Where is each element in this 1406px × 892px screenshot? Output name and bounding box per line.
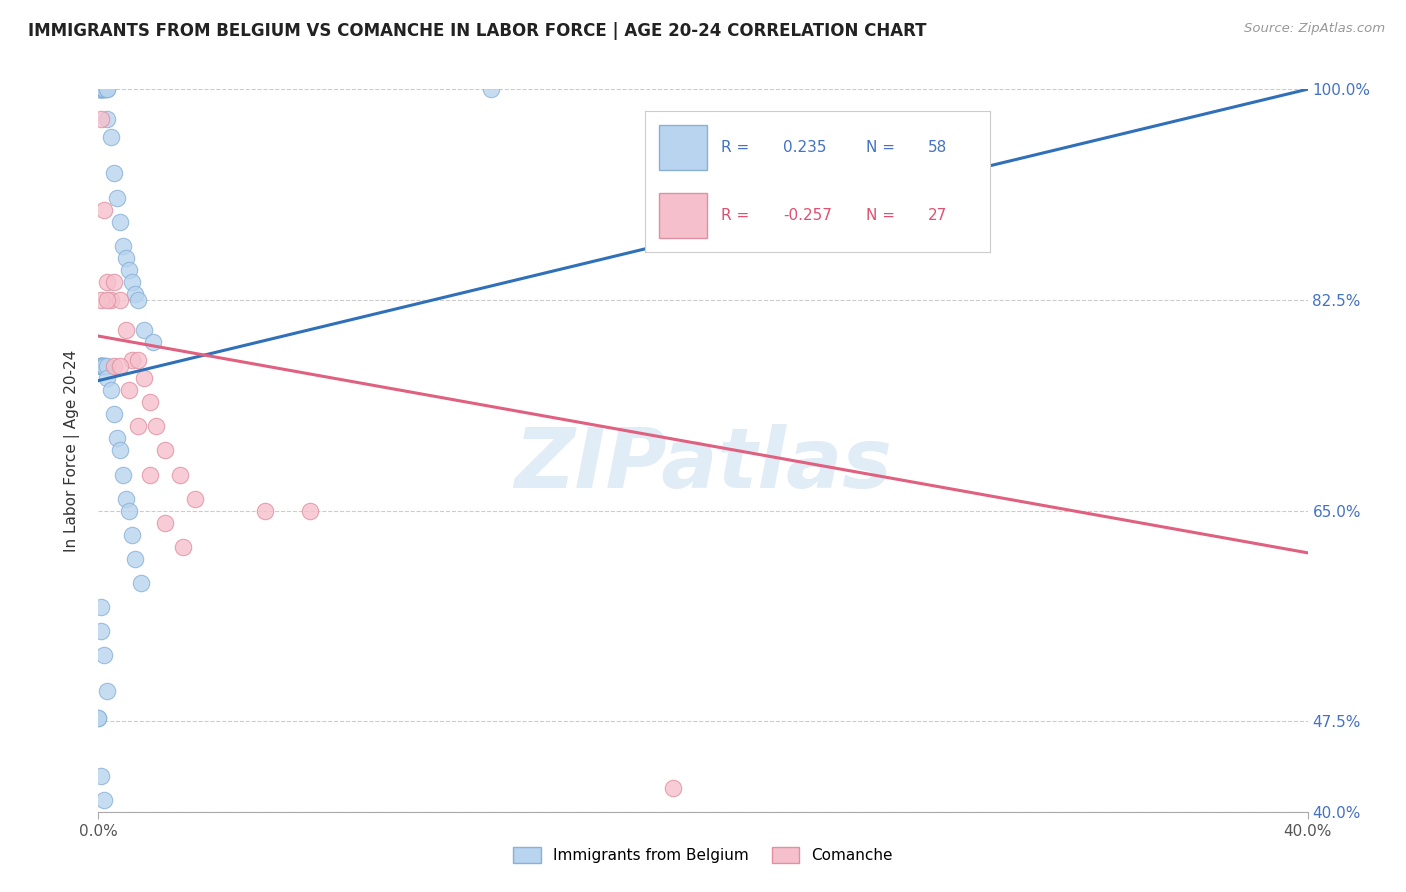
Point: [96, 82, 118, 96]
Point: [96, 371, 118, 385]
Point: [90, 82, 112, 96]
Point: [145, 419, 167, 434]
Point: [139, 467, 162, 482]
Point: [90, 624, 112, 639]
Point: [90, 600, 112, 615]
Point: [90, 359, 112, 373]
Point: [93, 82, 115, 96]
Point: [96, 82, 118, 96]
Point: [121, 275, 143, 289]
Point: [90, 82, 112, 96]
Point: [96, 359, 118, 373]
Point: [87, 82, 110, 96]
Point: [90, 293, 112, 307]
Point: [96, 275, 118, 289]
Point: [124, 551, 146, 566]
Point: [118, 503, 141, 517]
Point: [118, 384, 141, 398]
Point: [103, 275, 125, 289]
Point: [87, 711, 110, 725]
Point: [103, 359, 125, 373]
Point: [153, 516, 176, 530]
Point: [114, 251, 136, 265]
Point: [90, 359, 112, 373]
Point: [103, 407, 125, 422]
Point: [93, 359, 115, 373]
Point: [100, 130, 122, 145]
Point: [114, 491, 136, 506]
Point: [121, 353, 143, 368]
Point: [114, 323, 136, 337]
Point: [172, 540, 194, 554]
Point: [127, 419, 149, 434]
Point: [100, 293, 122, 307]
Point: [108, 443, 131, 458]
Point: [139, 395, 162, 409]
Point: [124, 287, 146, 301]
Point: [105, 431, 128, 445]
Point: [127, 353, 149, 368]
Point: [93, 793, 115, 807]
Point: [96, 684, 118, 698]
Point: [90, 359, 112, 373]
Point: [90, 82, 112, 96]
Point: [93, 82, 115, 96]
Point: [90, 768, 112, 783]
Text: ZIPatlas: ZIPatlas: [515, 425, 891, 506]
Point: [96, 293, 118, 307]
Point: [87, 711, 110, 725]
Point: [481, 82, 503, 96]
Text: Source: ZipAtlas.com: Source: ZipAtlas.com: [1244, 22, 1385, 36]
Point: [90, 82, 112, 96]
Y-axis label: In Labor Force | Age 20-24: In Labor Force | Age 20-24: [63, 350, 80, 551]
Text: IMMIGRANTS FROM BELGIUM VS COMANCHE IN LABOR FORCE | AGE 20-24 CORRELATION CHART: IMMIGRANTS FROM BELGIUM VS COMANCHE IN L…: [28, 22, 927, 40]
Legend: Immigrants from Belgium, Comanche: Immigrants from Belgium, Comanche: [508, 841, 898, 869]
Point: [111, 467, 134, 482]
Point: [93, 202, 115, 217]
Point: [108, 214, 131, 228]
Point: [129, 576, 152, 591]
Point: [132, 371, 155, 385]
Point: [90, 359, 112, 373]
Point: [132, 323, 155, 337]
Point: [661, 780, 683, 795]
Point: [87, 82, 110, 96]
Point: [90, 82, 112, 96]
Point: [93, 82, 115, 96]
Point: [90, 359, 112, 373]
Point: [253, 503, 276, 517]
Point: [169, 467, 191, 482]
Point: [90, 82, 112, 96]
Point: [93, 359, 115, 373]
Point: [90, 359, 112, 373]
Point: [93, 359, 115, 373]
Point: [184, 491, 207, 506]
Point: [90, 82, 112, 96]
Point: [90, 112, 112, 127]
Point: [127, 293, 149, 307]
Point: [96, 112, 118, 127]
Point: [105, 190, 128, 204]
Point: [299, 503, 322, 517]
Point: [108, 359, 131, 373]
Point: [153, 443, 176, 458]
Point: [121, 527, 143, 541]
Point: [111, 238, 134, 252]
Point: [100, 384, 122, 398]
Point: [142, 334, 165, 349]
Point: [93, 648, 115, 662]
Point: [103, 166, 125, 180]
Point: [93, 82, 115, 96]
Point: [108, 293, 131, 307]
Point: [118, 262, 141, 277]
